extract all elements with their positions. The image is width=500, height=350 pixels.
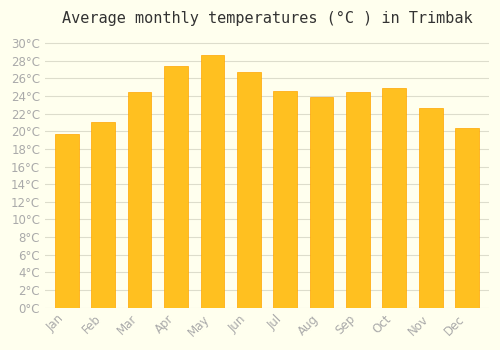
- Bar: [200, 55, 224, 308]
- Bar: [92, 121, 115, 308]
- Bar: [128, 92, 152, 308]
- Title: Average monthly temperatures (°C ) in Trimbak: Average monthly temperatures (°C ) in Tr…: [62, 11, 472, 26]
- Bar: [346, 92, 370, 308]
- Bar: [55, 134, 78, 308]
- Bar: [274, 91, 297, 308]
- Bar: [310, 97, 334, 308]
- Bar: [455, 128, 479, 308]
- Bar: [419, 108, 442, 308]
- Bar: [164, 66, 188, 308]
- Bar: [237, 72, 260, 308]
- Bar: [382, 88, 406, 308]
